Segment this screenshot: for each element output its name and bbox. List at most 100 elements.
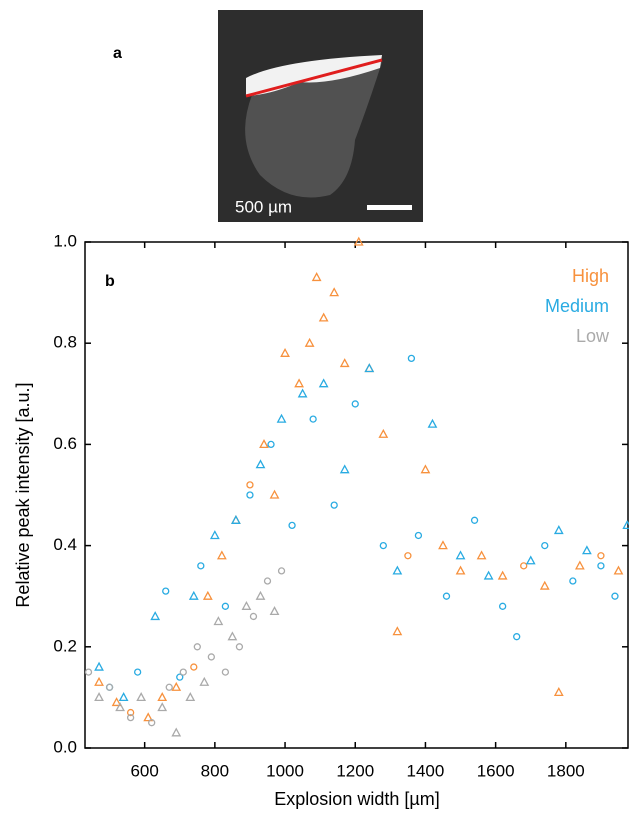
point	[353, 236, 364, 246]
point	[157, 692, 168, 702]
point	[259, 439, 269, 449]
point	[513, 633, 521, 641]
panel-label: a	[113, 45, 122, 62]
panel-label: b	[105, 273, 115, 290]
legend-entry: Medium	[545, 296, 609, 316]
point	[455, 565, 466, 575]
point	[613, 565, 624, 575]
point	[351, 400, 359, 408]
point	[246, 481, 254, 489]
point	[171, 727, 182, 737]
point	[231, 514, 241, 524]
point	[199, 676, 210, 686]
point	[520, 562, 528, 570]
point	[379, 541, 387, 550]
point	[143, 712, 154, 722]
plot-frame	[84, 241, 629, 749]
point	[213, 616, 224, 626]
point	[190, 663, 198, 671]
point	[470, 516, 479, 524]
point	[330, 501, 338, 509]
point	[133, 668, 142, 676]
point	[455, 550, 466, 560]
point	[276, 413, 287, 423]
point	[148, 719, 156, 727]
point	[269, 606, 280, 616]
scale-bar	[367, 205, 412, 210]
point	[581, 545, 592, 555]
point	[404, 552, 412, 560]
legend-entry: Low	[576, 326, 610, 346]
point	[364, 363, 375, 373]
point	[171, 681, 182, 691]
micrograph: 500 µm	[218, 10, 423, 222]
point	[94, 676, 104, 686]
point	[318, 312, 329, 322]
point	[497, 570, 508, 580]
legend-entry: High	[572, 266, 609, 286]
point	[267, 440, 275, 449]
point	[597, 552, 605, 560]
point	[216, 550, 227, 560]
point	[202, 590, 213, 600]
x-tick-label: 1800	[547, 761, 585, 780]
point	[569, 577, 577, 585]
x-tick-label: 1000	[266, 761, 304, 780]
point	[553, 525, 564, 535]
point	[221, 602, 230, 610]
point	[207, 653, 215, 661]
point	[197, 562, 205, 570]
point	[105, 683, 114, 691]
measurement-line	[245, 58, 383, 98]
point	[84, 668, 93, 676]
point	[597, 562, 605, 570]
x-tick-label: 1200	[336, 761, 374, 780]
point	[126, 713, 135, 722]
point	[255, 590, 266, 600]
point	[111, 697, 122, 707]
point	[442, 592, 451, 600]
y-tick-label: 1.0	[53, 231, 77, 250]
point	[162, 587, 170, 595]
point	[235, 643, 244, 651]
point	[525, 555, 536, 565]
point	[304, 337, 315, 347]
point	[574, 560, 585, 570]
point	[483, 570, 494, 580]
point	[209, 530, 220, 540]
point	[193, 643, 201, 651]
point	[309, 415, 317, 423]
x-tick-label: 800	[201, 761, 229, 780]
point	[157, 702, 168, 712]
point	[249, 612, 258, 621]
point	[539, 580, 550, 590]
point	[329, 287, 340, 297]
point	[392, 565, 403, 575]
y-tick-label: 0.6	[53, 434, 77, 453]
point	[339, 358, 350, 368]
point	[378, 428, 389, 438]
x-tick-label: 1400	[407, 761, 445, 780]
point	[339, 464, 350, 474]
point	[611, 592, 619, 600]
point	[185, 692, 196, 702]
point	[150, 611, 161, 621]
point	[221, 668, 230, 676]
point	[392, 626, 403, 636]
scale-label: 500 µm	[235, 197, 292, 216]
point	[622, 519, 629, 530]
point	[499, 602, 507, 610]
crater	[245, 62, 382, 198]
y-tick-label: 0.4	[53, 535, 77, 554]
point	[136, 692, 147, 702]
point	[280, 347, 290, 357]
point	[297, 388, 308, 398]
point	[553, 686, 564, 696]
point	[255, 459, 266, 469]
point	[179, 668, 187, 676]
point	[246, 491, 254, 499]
point	[288, 521, 296, 530]
y-tick-label: 0.0	[53, 737, 77, 756]
point	[414, 531, 423, 540]
